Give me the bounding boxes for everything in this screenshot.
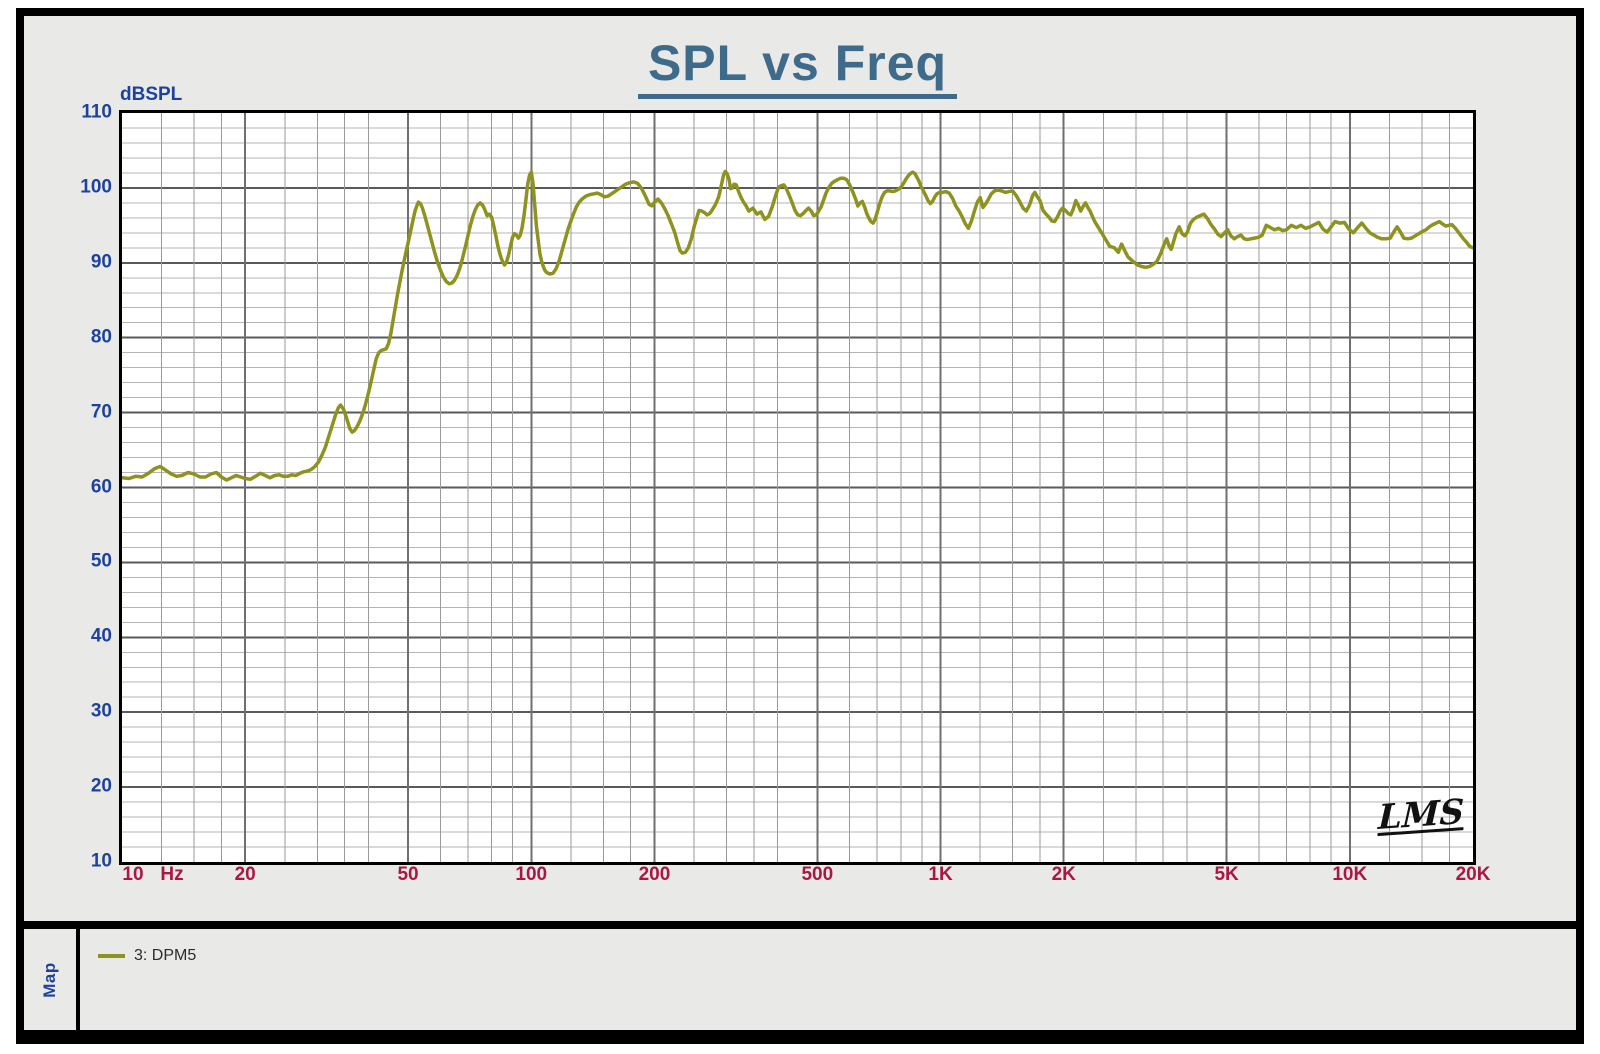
y-tick-label: 50 — [90, 550, 112, 572]
y-axis-unit-label: dBSPL — [120, 84, 183, 105]
lms-signature: LMS — [1377, 791, 1465, 839]
legend-area: 3: DPM5 — [80, 929, 1576, 1030]
map-pane-header: Map — [24, 929, 80, 1030]
x-tick-label: 20 — [234, 864, 256, 885]
y-tick-label: 10 — [90, 850, 112, 872]
y-tick-label: 70 — [90, 401, 112, 423]
y-tick-label: 90 — [90, 251, 112, 273]
x-tick-label: 10 — [122, 864, 144, 885]
grid — [122, 113, 1473, 862]
legend-entry: 3: DPM5 — [98, 947, 196, 965]
x-axis-unit-label: Hz — [160, 864, 184, 885]
y-tick-label: 60 — [90, 476, 112, 498]
map-label: Map — [40, 961, 59, 998]
legend-divider-bar — [24, 921, 1576, 929]
x-tick-label: 1K — [928, 864, 953, 885]
chart-header: SPL vs Freq — [122, 34, 1473, 99]
y-tick-label: 100 — [80, 176, 112, 198]
plot-area — [119, 110, 1476, 865]
spl-curve — [122, 169, 1473, 482]
x-tick-label: 100 — [515, 864, 548, 885]
x-tick-label: 5K — [1214, 864, 1239, 885]
series-color-swatch — [98, 954, 125, 958]
x-tick-label: 200 — [638, 864, 671, 885]
x-tick-label: 2K — [1051, 864, 1076, 885]
x-tick-label: 10K — [1332, 864, 1368, 885]
y-tick-label: 80 — [90, 326, 112, 348]
y-tick-label: 20 — [90, 775, 112, 797]
x-tick-label: 20K — [1455, 864, 1491, 885]
legend-bottom-border — [24, 1030, 1576, 1036]
x-tick-label: 500 — [801, 864, 834, 885]
y-tick-label: 30 — [90, 700, 112, 722]
spl-frequency-plot — [122, 113, 1473, 862]
y-tick-label: 40 — [90, 625, 112, 647]
x-tick-label: 50 — [397, 864, 419, 885]
series-label: 3: DPM5 — [134, 947, 197, 964]
page-title: SPL vs Freq — [637, 34, 958, 99]
y-tick-label: 110 — [81, 101, 112, 123]
